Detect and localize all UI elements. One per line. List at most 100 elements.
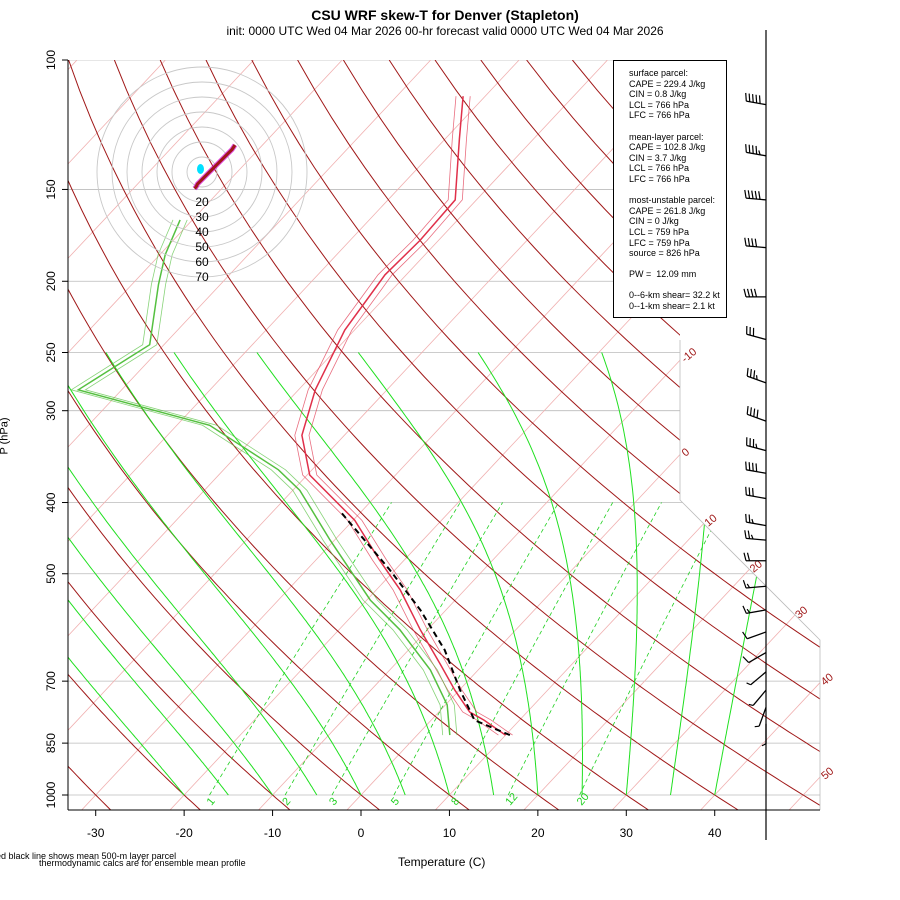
moist-adiabat xyxy=(68,352,318,796)
wind-barb xyxy=(746,671,767,686)
stats-line xyxy=(629,121,726,132)
stats-line xyxy=(629,280,726,291)
mixing-ratio-line xyxy=(393,502,559,796)
wind-barb-flag xyxy=(750,534,754,540)
wind-barb xyxy=(745,486,767,500)
isotherm xyxy=(68,60,608,810)
dewpoint-member-line xyxy=(70,219,444,736)
isotherm xyxy=(611,60,820,810)
wind-barb-flag xyxy=(745,513,747,523)
hodograph-trace xyxy=(193,144,237,190)
wind-barb-flag xyxy=(747,530,751,539)
storm-motion-marker xyxy=(197,164,204,174)
wind-barb-flag xyxy=(745,461,747,470)
isotherm xyxy=(699,60,820,810)
wind-barb xyxy=(743,552,766,562)
moist-adiabat xyxy=(601,352,638,796)
stats-line: mean-layer parcel: xyxy=(629,131,704,142)
stats-line: LFC = 766 hPa xyxy=(629,173,690,184)
wind-barb xyxy=(754,707,767,728)
parcel-note: ed black line shows mean 500-m layer par… xyxy=(0,851,177,861)
wind-barb-flag xyxy=(742,656,750,663)
wind-barb-flag xyxy=(758,95,761,104)
wind-barb-flag xyxy=(748,93,751,102)
wind-barb xyxy=(746,406,767,422)
wind-barb-flag xyxy=(748,462,751,471)
moist-adiabat xyxy=(68,352,274,796)
wind-barb xyxy=(746,326,767,341)
hodograph-ring-label: 70 xyxy=(195,270,209,284)
wind-barb-shaft xyxy=(752,689,767,706)
wind-barb xyxy=(744,237,767,249)
wind-barb-flag xyxy=(744,189,747,199)
hodograph-ring-label: 40 xyxy=(195,225,209,239)
wind-barb-flag xyxy=(747,190,751,199)
wind-barb-flag xyxy=(746,552,751,561)
hodograph-ring-label: 50 xyxy=(195,240,209,254)
y-tick-label: 500 xyxy=(44,563,58,583)
dry-adiabat xyxy=(68,60,471,810)
stats-line: 0--1-km shear= 2.1 kt xyxy=(629,301,715,312)
moist-adiabat xyxy=(256,352,495,796)
moist-adiabat xyxy=(68,352,362,796)
stats-line: CIN = 0.8 J/kg xyxy=(629,89,687,100)
mixing-ratio-label: 8 xyxy=(449,796,462,808)
mixing-ratio-label: 1 xyxy=(205,796,218,808)
dry-adiabat xyxy=(68,60,381,810)
stats-line: 0--6-km shear= 32.2 kt xyxy=(629,290,720,301)
stats-line xyxy=(629,259,726,270)
stats-line: CAPE = 229.4 J/kg xyxy=(629,78,706,89)
dry-adiabat xyxy=(113,60,820,810)
isotherm xyxy=(257,60,820,810)
wind-barb xyxy=(742,631,767,640)
hodograph-ring xyxy=(141,111,263,233)
wind-barb xyxy=(742,580,767,589)
wind-barb-flag xyxy=(754,725,760,728)
wind-barb-flag xyxy=(746,406,749,415)
wind-barb-flag xyxy=(749,369,752,378)
wind-barb-flag xyxy=(746,583,751,589)
stats-line: CIN = 3.7 J/kg xyxy=(629,152,687,163)
y-tick-label: 150 xyxy=(44,179,58,199)
moist-adiabat xyxy=(68,352,185,796)
wind-barb-flag xyxy=(752,462,754,472)
mixing-ratio-line xyxy=(507,502,662,796)
hodograph-ring xyxy=(96,66,308,278)
dry-adiabat xyxy=(68,60,202,810)
temperature-line xyxy=(301,96,506,736)
wind-barb xyxy=(746,367,767,384)
mixing-ratio-label: 20 xyxy=(575,791,592,808)
wind-barb-flag xyxy=(745,144,747,153)
wind-barb-flag xyxy=(752,94,754,103)
dry-adiabat xyxy=(342,60,820,810)
wind-barb-flag xyxy=(742,631,748,640)
moist-adiabat xyxy=(357,352,539,796)
moist-adiabat xyxy=(173,352,450,796)
stats-line: LFC = 759 hPa xyxy=(629,237,690,248)
moist-adiabat xyxy=(477,352,583,795)
dewpoint-member-line xyxy=(84,219,458,736)
wind-barb-flag xyxy=(748,487,751,496)
wind-barb-flag xyxy=(749,407,752,416)
wind-barb xyxy=(761,723,767,747)
dry-adiabat xyxy=(388,60,820,810)
wind-barbs xyxy=(742,30,767,840)
wind-barb-flag xyxy=(750,288,754,297)
isotherm xyxy=(68,60,166,810)
x-tick-label: 10 xyxy=(443,826,457,840)
wind-barb-flag xyxy=(748,703,754,707)
wind-barb-flag xyxy=(755,375,758,380)
wind-barb-flag xyxy=(748,514,751,523)
wind-barb-flag xyxy=(753,408,756,417)
mixing-ratio-line xyxy=(579,502,726,796)
chart-subtitle: init: 0000 UTC Wed 04 Mar 2026 00-hr for… xyxy=(226,24,664,38)
calc-note: thermodynamic calcs are for ensemble mea… xyxy=(39,858,246,868)
wind-barb xyxy=(742,605,767,615)
wind-barb-flag xyxy=(754,238,758,247)
temperature-member-line xyxy=(294,96,499,736)
wind-barb-flag xyxy=(753,288,758,297)
wind-barb-flag xyxy=(742,580,747,589)
wind-barb-shaft xyxy=(758,707,767,727)
wind-barb xyxy=(744,530,767,541)
